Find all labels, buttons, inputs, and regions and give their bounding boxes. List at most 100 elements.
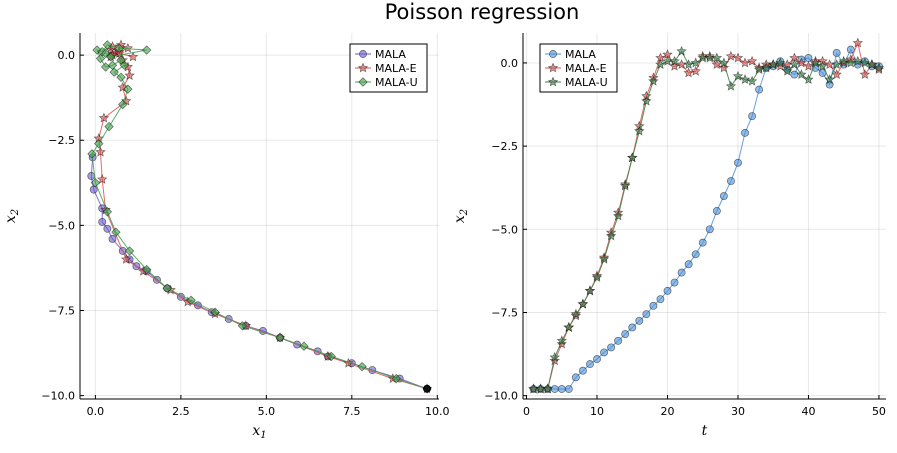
data-point [719, 192, 728, 200]
data-point [90, 178, 101, 188]
x-tick-label: 50 [872, 405, 886, 418]
data-point [741, 128, 749, 137]
x-tick-label: 30 [731, 405, 745, 418]
y-tick-label: −2.5 [491, 140, 518, 153]
x-tick-label: 40 [801, 405, 815, 418]
data-point [102, 40, 113, 50]
data-point [725, 50, 737, 61]
y-tick-label: −5.0 [491, 223, 518, 236]
data-point [103, 224, 112, 233]
y-tick-label: −5.0 [48, 219, 75, 232]
data-point [789, 59, 800, 70]
data-point [127, 51, 139, 62]
data-point [614, 336, 623, 345]
legend-entry: MALA [545, 48, 596, 61]
data-point [711, 52, 723, 63]
x-axis-label: t [702, 423, 708, 439]
data-point [116, 72, 126, 82]
x-axis-label-subscript: 1 [260, 430, 266, 441]
data-point [663, 286, 672, 295]
legend-marker [359, 50, 367, 58]
data-point [676, 45, 687, 56]
data-point [691, 250, 700, 259]
data-point [676, 59, 687, 70]
data-point [655, 59, 666, 70]
y-axis-label-main: x [3, 215, 19, 223]
right-panel: 0 10 20 30 40 500.0−2.5−5.0−7.5−10.0tx2MALAMA… [452, 33, 886, 439]
data-point [739, 74, 751, 85]
data-point [677, 268, 686, 277]
series-mala-u [87, 40, 432, 394]
data-point [586, 360, 594, 369]
data-point [116, 55, 126, 65]
legend-marker [358, 77, 368, 87]
data-point [619, 180, 631, 191]
data-point [124, 70, 135, 81]
y-axis-label: x2 [3, 209, 21, 223]
data-point [237, 321, 248, 331]
data-point [542, 383, 553, 394]
legend-marker [549, 50, 557, 58]
data-point [690, 65, 701, 76]
data-point [732, 52, 744, 63]
y-axis-label-main: x [452, 215, 468, 223]
data-point [859, 57, 871, 68]
y-axis-label-subscript: 2 [459, 209, 470, 216]
data-point [831, 69, 842, 80]
data-point [627, 152, 638, 163]
data-point [122, 42, 134, 53]
data-point [621, 330, 630, 339]
data-point [824, 59, 835, 70]
x-tick-label: 0.0 [87, 405, 105, 418]
data-point [746, 55, 758, 66]
data-point [96, 173, 108, 184]
legend-label: MALA-E [565, 62, 607, 75]
data-point [846, 45, 855, 54]
data-point [796, 69, 807, 80]
legend-marker [547, 62, 559, 73]
data-point [593, 355, 601, 364]
data-point [852, 37, 864, 48]
data-point [549, 355, 560, 366]
data-point [100, 62, 111, 72]
x-axis-label: x1 [252, 423, 266, 441]
legend-label: MALA-U [565, 76, 608, 89]
data-point [275, 333, 285, 343]
series-mala-e [93, 39, 433, 394]
data-point [109, 67, 119, 77]
data-point [326, 351, 336, 362]
y-tick-label: −10.0 [41, 390, 75, 403]
data-point [712, 207, 721, 215]
data-point [832, 49, 841, 57]
y-tick-label: 0.0 [58, 49, 76, 62]
data-point [95, 146, 106, 157]
data-point [563, 321, 575, 332]
x-tick-label: 10 [590, 405, 604, 418]
data-point [87, 149, 97, 159]
data-point [141, 264, 152, 275]
data-point [98, 218, 107, 226]
chart-title: Poisson regression [385, 0, 580, 24]
x-tick-label: 0 [523, 405, 530, 418]
series-mala [529, 45, 883, 393]
data-point [628, 323, 637, 332]
data-point [107, 60, 118, 71]
legend-label: MALA-U [375, 76, 418, 89]
data-point [577, 298, 589, 309]
y-tick-label: −7.5 [48, 304, 75, 317]
data-point [584, 285, 596, 296]
data-point [642, 310, 651, 319]
data-point [669, 55, 680, 66]
data-point [859, 69, 871, 80]
data-point [98, 112, 110, 123]
data-point [803, 60, 814, 71]
series-line [533, 50, 880, 390]
legend-entry: MALA [355, 48, 406, 61]
data-point [838, 55, 849, 66]
data-point [114, 43, 125, 54]
x-tick-label: 10.0 [425, 405, 450, 418]
legend-entry: MALA-E [355, 62, 417, 75]
data-point [210, 307, 220, 317]
data-point [753, 64, 765, 75]
